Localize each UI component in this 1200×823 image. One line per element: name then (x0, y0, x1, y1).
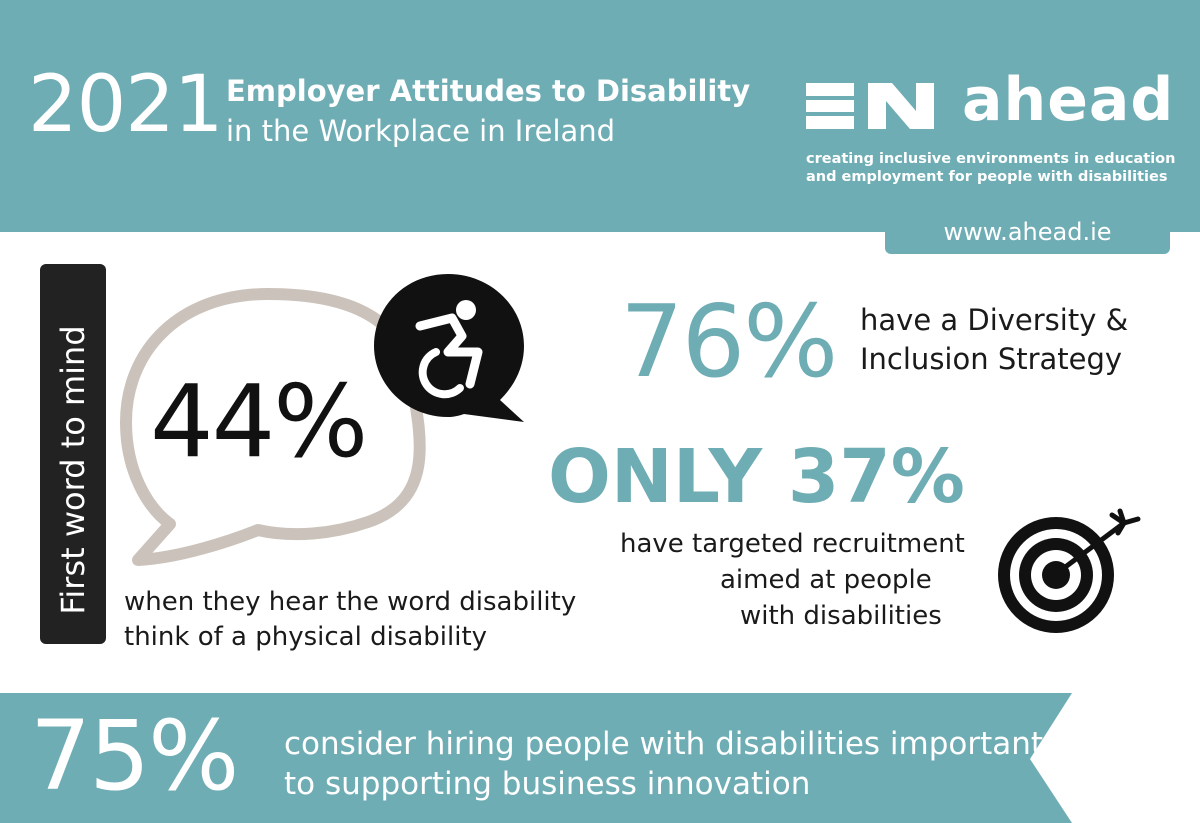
ahead-logo-text: ahead (962, 65, 1175, 135)
stat-76-desc-line-2: Inclusion Strategy (860, 342, 1123, 376)
tagline-line-2: and employment for people with disabilit… (806, 169, 1168, 185)
stat-75-value: 75% (30, 700, 239, 812)
report-title: Employer Attitudes to Disability (226, 74, 751, 108)
stat-44-desc-line-1: when they hear the word disability (124, 587, 577, 617)
stat-76-desc-line-1: have a Diversity & (860, 303, 1129, 337)
stat-75-desc-line-2: to supporting business innovation (284, 766, 811, 802)
side-label: First word to mind (54, 325, 92, 615)
tagline-line-1: creating inclusive environments in educa… (806, 151, 1176, 167)
header-banner: 2021 Employer Attitudes to Disability in… (0, 0, 1200, 232)
side-label-box: First word to mind (40, 264, 106, 644)
stat-76-value: 76% (620, 283, 838, 400)
accessible-wheelchair-icon (374, 274, 524, 422)
stat-44-desc-line-2: think of a physical disability (124, 622, 488, 652)
website-link[interactable]: www.ahead.ie (943, 218, 1112, 246)
stat-75-desc-line-1: consider hiring people with disabilities… (284, 726, 1044, 762)
speech-bubble-icon (120, 274, 524, 566)
stat-37-desc-line-2: aimed at people (720, 565, 932, 595)
stat-37-value: ONLY 37% (548, 434, 965, 520)
website-tab[interactable]: www.ahead.ie (885, 210, 1170, 254)
stat-37-desc-line-1: have targeted recruitment (620, 529, 965, 559)
ahead-logo-mark-icon (806, 83, 934, 129)
stat-44-value: 44% (150, 363, 368, 480)
report-subtitle: in the Workplace in Ireland (226, 114, 616, 148)
stat-37-desc-line-3: with disabilities (740, 601, 942, 631)
year-heading: 2021 (28, 60, 224, 150)
bottom-banner (0, 693, 1072, 823)
target-icon (998, 508, 1141, 633)
